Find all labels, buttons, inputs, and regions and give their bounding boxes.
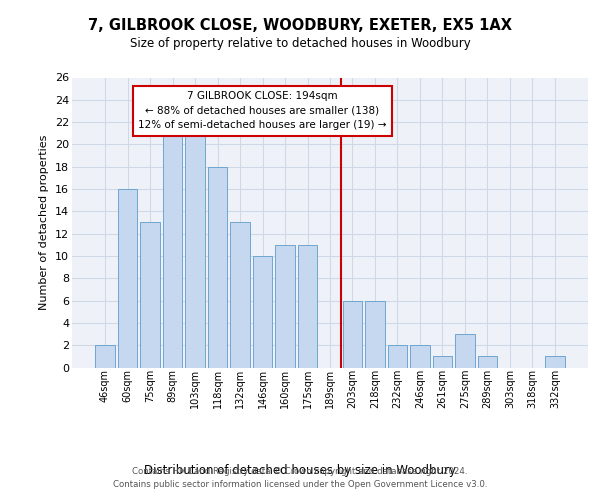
Bar: [365, 300, 385, 368]
Bar: [118, 189, 137, 368]
Bar: [208, 166, 227, 368]
Bar: [545, 356, 565, 368]
Bar: [230, 222, 250, 368]
Bar: [275, 245, 295, 368]
Text: 7 GILBROOK CLOSE: 194sqm
← 88% of detached houses are smaller (138)
12% of semi-: 7 GILBROOK CLOSE: 194sqm ← 88% of detach…: [138, 91, 387, 130]
Bar: [185, 134, 205, 368]
Text: Size of property relative to detached houses in Woodbury: Size of property relative to detached ho…: [130, 38, 470, 51]
Bar: [343, 300, 362, 368]
Bar: [140, 222, 160, 368]
Bar: [478, 356, 497, 368]
Bar: [388, 345, 407, 368]
Bar: [163, 134, 182, 368]
Bar: [253, 256, 272, 368]
Bar: [298, 245, 317, 368]
Bar: [95, 345, 115, 368]
Bar: [433, 356, 452, 368]
Text: Contains HM Land Registry data © Crown copyright and database right 2024.
Contai: Contains HM Land Registry data © Crown c…: [113, 468, 487, 489]
Bar: [455, 334, 475, 368]
Y-axis label: Number of detached properties: Number of detached properties: [40, 135, 49, 310]
Text: Distribution of detached houses by size in Woodbury: Distribution of detached houses by size …: [144, 464, 456, 477]
Text: 7, GILBROOK CLOSE, WOODBURY, EXETER, EX5 1AX: 7, GILBROOK CLOSE, WOODBURY, EXETER, EX5…: [88, 18, 512, 32]
Bar: [410, 345, 430, 368]
